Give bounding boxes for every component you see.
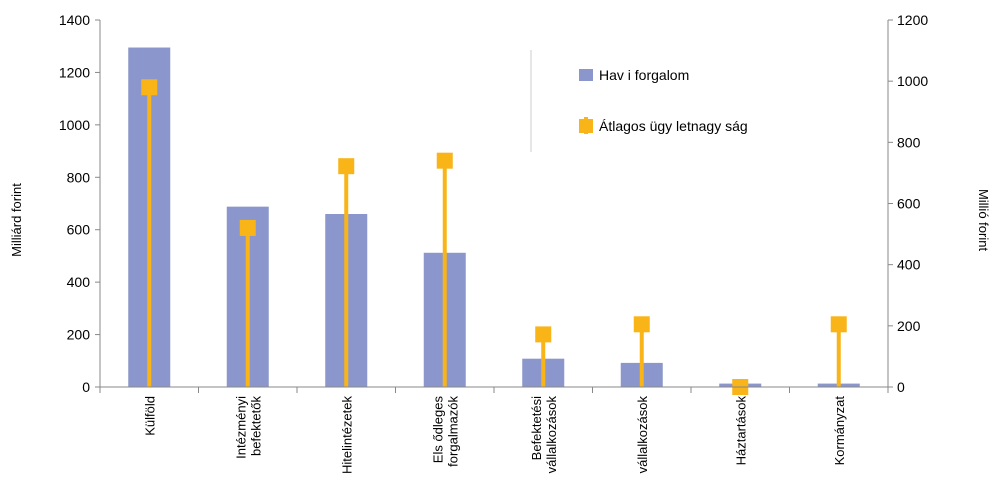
axes: [99, 20, 889, 388]
x-tick-label: Hitelintézetek: [339, 396, 354, 475]
lollipop-marker: [633, 316, 650, 333]
lollipop-marker: [436, 152, 453, 169]
y-right-tick-label: 200: [897, 318, 921, 334]
y-axis-left-ticks: 0 200 400 600 800 1000 1200 1400: [59, 12, 100, 395]
y-left-tick-label: 600: [67, 222, 91, 238]
y-left-tick-label: 1000: [59, 117, 90, 133]
y-right-tick-label: 400: [897, 257, 921, 273]
x-axis-labels: Külföld Intézményi befektetők Hitelintézete…: [142, 396, 847, 475]
y-left-tick-label: 1400: [59, 12, 90, 28]
x-tick-label: befektetők: [248, 396, 263, 456]
y-left-tick-label: 800: [67, 169, 91, 185]
lollipop-marker: [338, 158, 355, 175]
y-axis-right-label: Millió forint: [976, 189, 989, 252]
y-right-tick-label: 0: [897, 379, 905, 395]
x-axis-ticks: [99, 387, 889, 393]
y-axis-left-label: Milliárd forint: [9, 183, 24, 257]
x-tick-label: Els ődleges: [430, 396, 445, 464]
x-tick-label: Külföld: [142, 396, 157, 436]
lollipop-marker: [141, 79, 158, 96]
y-left-tick-label: 0: [82, 379, 90, 395]
y-right-tick-label: 800: [897, 134, 921, 150]
y-left-tick-label: 200: [67, 327, 91, 343]
x-tick-label: Kormányzat: [832, 396, 847, 466]
lollipop-marker: [830, 316, 847, 333]
lollipop-marker: [535, 326, 552, 343]
bar-series: [128, 47, 860, 388]
lollipop-marker: [239, 219, 256, 236]
x-tick-label: forgalmazók: [445, 396, 460, 467]
legend-swatch-bar: [579, 69, 593, 81]
legend-swatch-marker: [579, 119, 593, 133]
legend-label-bar: Hav i forgalom: [599, 67, 689, 83]
x-tick-label: vállalkozások: [635, 396, 650, 474]
y-right-tick-label: 600: [897, 196, 921, 212]
y-right-tick-label: 1000: [897, 73, 928, 89]
y-left-tick-label: 1200: [59, 64, 90, 80]
legend: Hav i forgalom Átlagos ügy letnagy ság: [530, 50, 748, 152]
y-left-tick-label: 400: [67, 274, 91, 290]
average-size-series: [141, 79, 847, 395]
x-tick-label: Intézményi: [233, 396, 248, 459]
x-tick-label: Befektetési: [529, 396, 544, 460]
x-tick-label: vállalkozások: [544, 396, 559, 474]
legend-label-marker: Átlagos ügy letnagy ság: [599, 118, 748, 134]
y-axis-right-ticks: 0 200 400 600 800 1000 1200: [888, 12, 928, 395]
x-tick-label: Háztartások: [733, 396, 748, 466]
y-right-tick-label: 1200: [897, 12, 928, 28]
